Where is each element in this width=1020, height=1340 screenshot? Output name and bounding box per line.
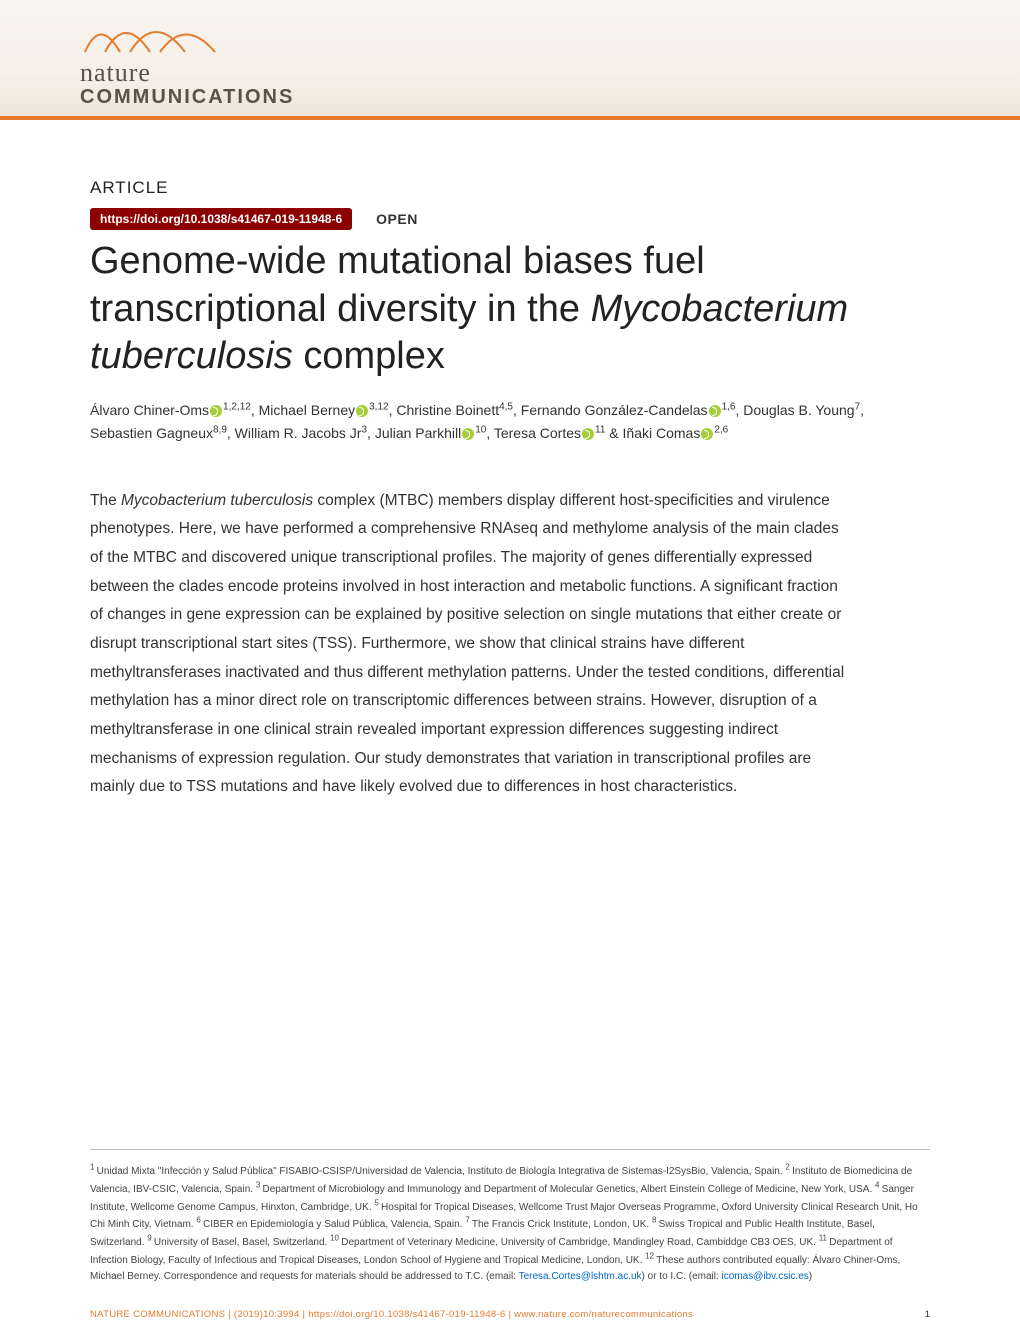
affil-sup: 7 — [855, 401, 861, 412]
orcid-icon[interactable] — [582, 428, 594, 440]
affil-sup: 3 — [361, 424, 367, 435]
correspondence-email-2[interactable]: icomas@ibv.csic.es — [722, 1271, 809, 1282]
affil-sup: 3,12 — [369, 401, 388, 412]
affil-sup: 11 — [595, 424, 605, 435]
doi-row: https://doi.org/10.1038/s41467-019-11948… — [90, 208, 930, 230]
author: Sebastien Gagneux — [90, 425, 213, 441]
logo-communications-text: COMMUNICATIONS — [80, 86, 1020, 109]
affil-sup: 8,9 — [213, 424, 227, 435]
article-content: ARTICLE https://doi.org/10.1038/s41467-0… — [0, 120, 1020, 802]
affil-sup: 1,2,12 — [223, 401, 251, 412]
logo-nature-text: nature — [80, 58, 1020, 88]
article-title: Genome-wide mutational biases fuel trans… — [90, 238, 930, 381]
affil-sup: 10 — [475, 424, 486, 435]
author: Christine Boinett — [396, 402, 499, 418]
author: William R. Jacobs Jr — [235, 425, 362, 441]
affiliations-text: 1 Unidad Mixta "Infección y Salud Públic… — [90, 1166, 918, 1282]
page-number: 1 — [925, 1309, 930, 1320]
author: Teresa Cortes — [494, 425, 581, 441]
journal-banner: nature COMMUNICATIONS — [0, 0, 1020, 120]
author: Iñaki Comas — [623, 425, 701, 441]
orcid-icon[interactable] — [356, 405, 368, 417]
affil-sup: 1,6 — [722, 401, 736, 412]
orcid-icon[interactable] — [709, 405, 721, 417]
orcid-icon[interactable] — [210, 405, 222, 417]
author: Julian Parkhill — [375, 425, 461, 441]
abstract: The Mycobacterium tuberculosis complex (… — [90, 487, 850, 802]
doi-link[interactable]: https://doi.org/10.1038/s41467-019-11948… — [90, 208, 352, 230]
aff-mid: ) or to I.C. (email: — [642, 1271, 722, 1282]
title-part2: complex — [293, 335, 445, 377]
author: Michael Berney — [259, 402, 356, 418]
aff-end: ) — [809, 1271, 812, 1282]
page-footer: NATURE COMMUNICATIONS | (2019)10:3994 | … — [90, 1309, 930, 1320]
abstract-prefix: The — [90, 492, 121, 509]
orcid-icon[interactable] — [462, 428, 474, 440]
article-type-label: ARTICLE — [90, 178, 930, 198]
open-access-label: OPEN — [376, 211, 418, 227]
affiliations-block: 1 Unidad Mixta "Infección y Salud Públic… — [90, 1149, 930, 1284]
affil-sup: 4,5 — [499, 401, 513, 412]
affil-sup: 2,6 — [714, 424, 728, 435]
abstract-italic: Mycobacterium tuberculosis — [121, 492, 313, 509]
author-list: Álvaro Chiner-Oms1,2,12, Michael Berney3… — [90, 399, 930, 445]
orcid-icon[interactable] — [701, 428, 713, 440]
author: Álvaro Chiner-Oms — [90, 402, 209, 418]
nature-wave-icon — [80, 12, 220, 57]
author: Fernando González-Candelas — [521, 402, 708, 418]
footer-citation: NATURE COMMUNICATIONS | (2019)10:3994 | … — [90, 1309, 693, 1320]
correspondence-email-1[interactable]: Teresa.Cortes@lshtm.ac.uk — [519, 1271, 642, 1282]
abstract-body: complex (MTBC) members display different… — [90, 492, 844, 796]
author: Douglas B. Young — [743, 402, 854, 418]
